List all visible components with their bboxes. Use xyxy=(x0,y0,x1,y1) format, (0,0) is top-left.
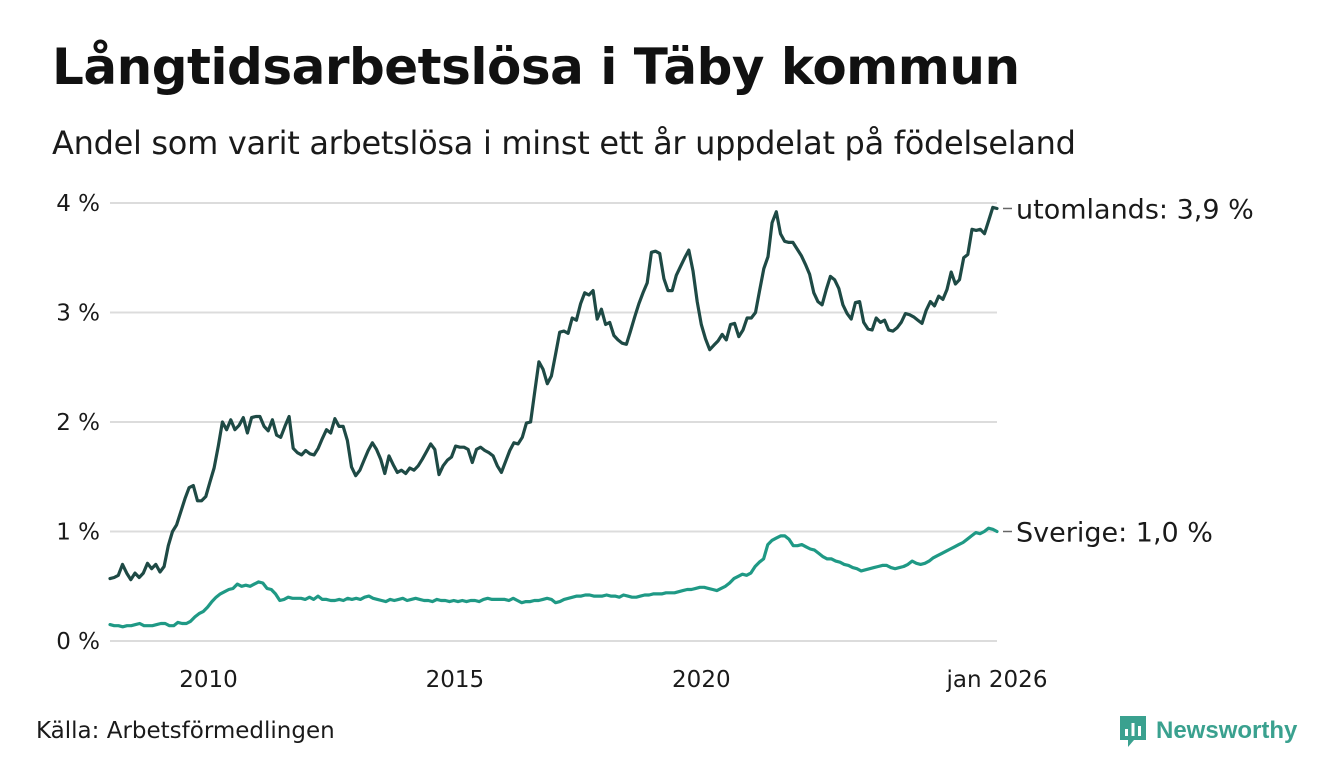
end-labels: utomlands: 3,9 % Sverige: 1,0 % xyxy=(1003,194,1254,549)
newsworthy-icon xyxy=(1120,716,1146,747)
series-line-utomlands xyxy=(108,205,999,582)
y-tick-label: 1 % xyxy=(56,520,100,546)
end-label-sverige: Sverige: 1,0 % xyxy=(1016,518,1213,549)
y-tick-label: 4 % xyxy=(56,191,100,217)
x-tick-label: 2015 xyxy=(426,667,485,693)
brand-name: Newsworthy xyxy=(1156,717,1298,744)
gridlines xyxy=(110,202,997,642)
y-axis-labels: 0 % 1 % 2 % 3 % 4 % xyxy=(56,191,100,655)
series-line-sverige xyxy=(108,526,999,629)
y-tick-label: 2 % xyxy=(56,410,100,436)
chart-subtitle: Andel som varit arbetslösa i minst ett å… xyxy=(52,124,1076,162)
source-note: Källa: Arbetsförmedlingen xyxy=(36,718,335,744)
y-tick-label: 3 % xyxy=(56,301,100,327)
x-tick-label: 2010 xyxy=(179,667,238,693)
brand-logo: Newsworthy xyxy=(1118,714,1297,748)
end-label-utomlands: utomlands: 3,9 % xyxy=(1016,194,1254,225)
y-tick-label: 0 % xyxy=(56,629,100,655)
x-tick-label: 2020 xyxy=(672,667,731,693)
series-lines xyxy=(108,205,999,629)
x-tick-label: jan 2026 xyxy=(946,667,1048,693)
chart-title: Långtidsarbetslösa i Täby kommun xyxy=(52,38,1020,96)
x-axis-labels: 2010 2015 2020 jan 2026 xyxy=(179,667,1047,693)
